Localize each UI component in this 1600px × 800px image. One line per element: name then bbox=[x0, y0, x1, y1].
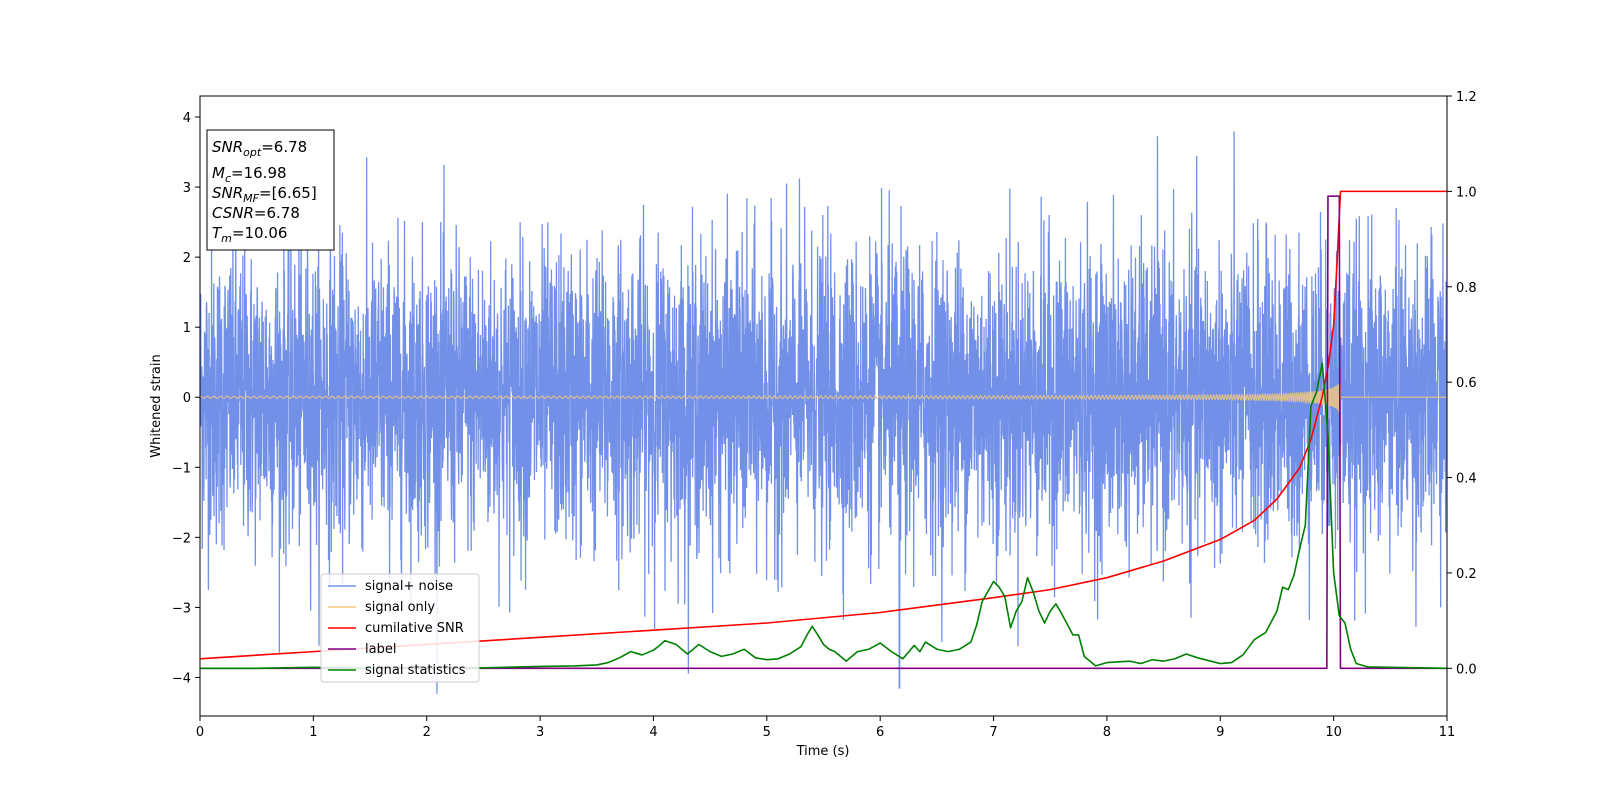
info-csnr-name: CSNR bbox=[212, 204, 254, 222]
x-tick-label: 9 bbox=[1216, 725, 1224, 740]
y-tick-label: 1 bbox=[183, 321, 191, 336]
x-tick-label: 2 bbox=[423, 725, 431, 740]
series-signal-statistics bbox=[200, 362, 1447, 670]
x-tick-label: 11 bbox=[1439, 725, 1456, 740]
info-snr-mf-value: =[6.65] bbox=[259, 184, 317, 202]
info-snr-opt-sub: opt bbox=[243, 146, 262, 159]
x-tick-label: 0 bbox=[196, 725, 204, 740]
info-mc-sub: c bbox=[225, 172, 231, 185]
x-tick-label: 1 bbox=[309, 725, 317, 740]
legend-label-cumulative-snr: cumilative SNR bbox=[365, 621, 464, 636]
y-tick-label: −3 bbox=[172, 601, 191, 616]
legend-label-signal-statistics: signal statistics bbox=[365, 663, 466, 678]
info-tm-sub: m bbox=[221, 232, 232, 245]
legend: signal+ noise signal only cumilative SNR… bbox=[320, 573, 480, 683]
axis-ticks: 0 1 2 3 4 5 6 7 8 9 10 1143210−1−2−3−41.21.00.80.60… bbox=[172, 90, 1477, 740]
x-tick-label: 8 bbox=[1103, 725, 1111, 740]
info-mc-value: =16.98 bbox=[231, 164, 287, 182]
info-snr-mf: SNRMF=[6.65] bbox=[212, 184, 317, 205]
y2-tick-label: 0.6 bbox=[1456, 376, 1477, 391]
y-tick-label: 4 bbox=[183, 111, 191, 126]
info-box: SNRopt=6.78 Mc=16.98 SNRMF=[6.65] CSNR=6… bbox=[206, 129, 335, 251]
x-tick-label: 7 bbox=[989, 725, 997, 740]
y-tick-label: 0 bbox=[183, 391, 191, 406]
info-tm-value: =10.06 bbox=[232, 224, 288, 242]
x-tick-label: 3 bbox=[536, 725, 544, 740]
info-box-frame bbox=[206, 129, 335, 251]
info-snr-opt-value: =6.78 bbox=[261, 138, 307, 156]
legend-label-signal-noise: signal+ noise bbox=[365, 579, 453, 594]
axes-frame bbox=[199, 95, 1448, 717]
info-csnr-value: =6.78 bbox=[254, 204, 300, 222]
legend-frame bbox=[320, 573, 480, 683]
info-snr-opt-name: SNR bbox=[212, 138, 243, 156]
y2-tick-label: 1.0 bbox=[1456, 185, 1477, 200]
info-csnr: CSNR=6.78 bbox=[212, 204, 300, 222]
info-mc: Mc=16.98 bbox=[212, 164, 287, 185]
x-tick-label: 5 bbox=[763, 725, 771, 740]
y2-tick-label: 0.0 bbox=[1456, 662, 1477, 677]
y-tick-label: 3 bbox=[183, 181, 191, 196]
y-tick-label: −4 bbox=[172, 671, 191, 686]
info-snr-mf-sub: MF bbox=[243, 192, 259, 205]
series-label bbox=[200, 195, 1447, 670]
info-snr-mf-name: SNR bbox=[212, 184, 243, 202]
y2-tick-label: 0.2 bbox=[1456, 567, 1477, 582]
y-tick-label: −1 bbox=[172, 461, 191, 476]
y-tick-label: 2 bbox=[183, 251, 191, 266]
y-tick-label: −2 bbox=[172, 531, 191, 546]
x-tick-label: 6 bbox=[876, 725, 884, 740]
y2-tick-label: 0.8 bbox=[1456, 281, 1477, 296]
series-cumulative-snr bbox=[200, 190, 1447, 660]
y2-tick-label: 1.2 bbox=[1456, 90, 1477, 105]
info-tm: Tm=10.06 bbox=[212, 224, 287, 245]
info-mc-name: M bbox=[212, 164, 225, 182]
y2-tick-label: 0.4 bbox=[1456, 472, 1477, 487]
x-tick-label: 10 bbox=[1325, 725, 1342, 740]
info-tm-name: T bbox=[212, 224, 223, 242]
x-tick-label: 4 bbox=[649, 725, 657, 740]
legend-label-label: label bbox=[365, 642, 396, 657]
x-axis-label: Time (s) bbox=[796, 744, 850, 759]
series-signal-noise bbox=[200, 131, 1447, 694]
info-snr-opt: SNRopt=6.78 bbox=[212, 138, 307, 159]
legend-label-signal-only: signal only bbox=[365, 600, 435, 615]
series-signal-only bbox=[200, 381, 1447, 414]
y-axis-label: Whitened strain bbox=[149, 354, 164, 457]
plot-area bbox=[200, 131, 1447, 694]
